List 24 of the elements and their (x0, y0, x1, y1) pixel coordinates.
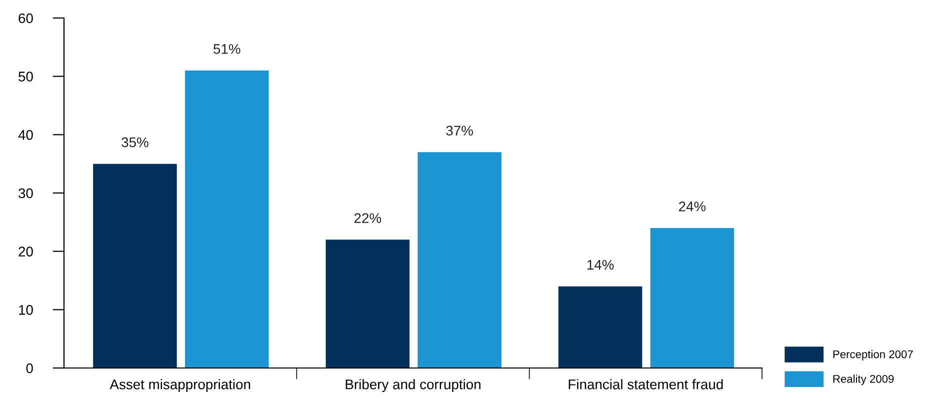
bar (418, 152, 502, 368)
data-label: 35% (122, 137, 148, 148)
legend-label: Reality 2009 (833, 374, 894, 386)
legend-label: Perception 2007 (833, 350, 913, 360)
y-tick-label: 30 (18, 188, 33, 198)
y-tick-label: 40 (18, 130, 33, 140)
bar (184, 70, 269, 368)
y-tick-label: 0 (26, 363, 33, 374)
y-tick-label: 60 (18, 13, 33, 24)
y-tick-label: 20 (18, 246, 33, 257)
x-tick-label: Bribery and corruption (346, 379, 480, 392)
data-label: 51% (214, 44, 240, 54)
x-tick-label: Asset misappropriation (110, 379, 250, 392)
bar (650, 228, 734, 368)
y-tick-label: 50 (18, 72, 33, 82)
data-label: 37% (446, 126, 473, 136)
bar (558, 286, 642, 368)
data-label: 24% (679, 202, 706, 212)
y-tick-label: 10 (19, 305, 33, 315)
x-tick-label: Financial statement fraud (568, 379, 723, 390)
data-label: 14% (587, 260, 614, 270)
bar (326, 240, 410, 368)
data-label: 22% (354, 213, 382, 223)
bar (93, 164, 177, 368)
